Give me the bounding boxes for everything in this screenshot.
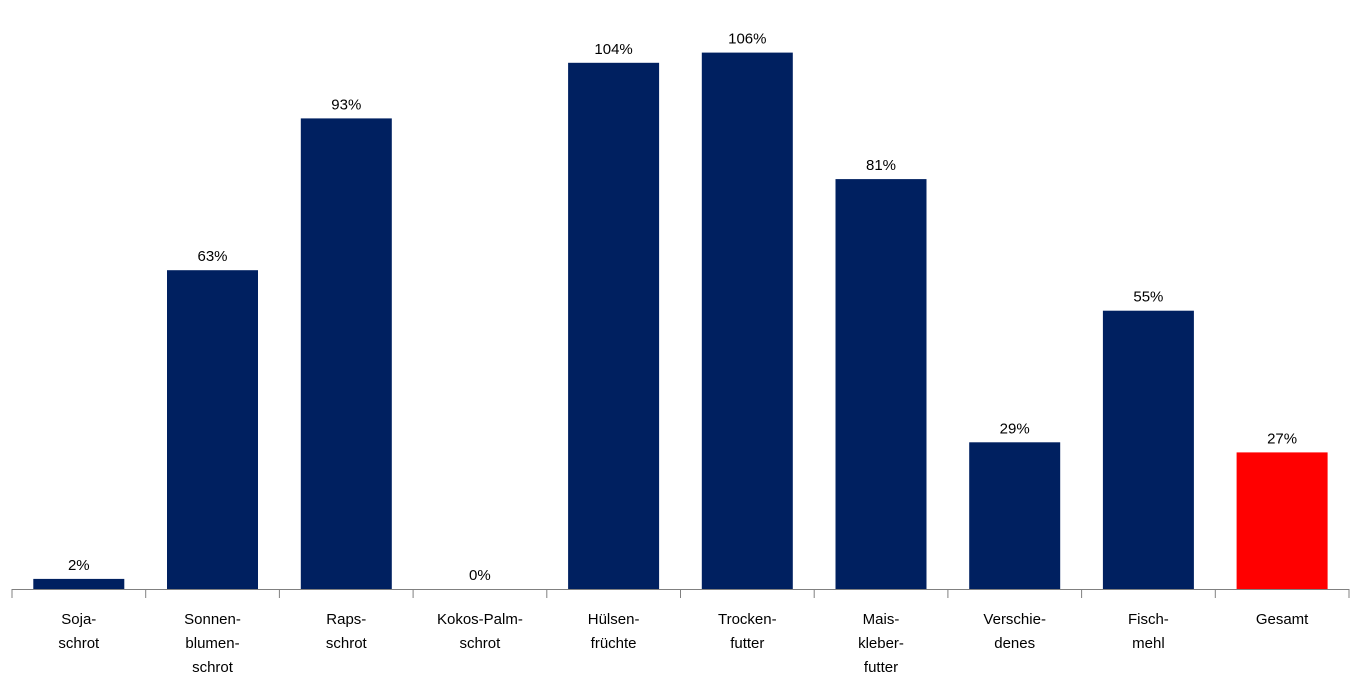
value-label-6: 106% (728, 31, 766, 48)
value-label-3: 93% (331, 96, 361, 113)
bar-3 (300, 118, 392, 590)
bar-10 (1236, 452, 1328, 589)
category-label-line: Sonnen- (184, 611, 241, 628)
bar-1 (33, 578, 125, 589)
bar-6 (701, 52, 793, 590)
x-axis (11, 589, 1350, 598)
category-label-line: schrot (192, 659, 234, 676)
category-label-10: Gesamt (1256, 611, 1309, 628)
value-label-9: 55% (1133, 289, 1163, 306)
category-label-line: Kokos-Palm- (437, 611, 523, 628)
category-label-line: mehl (1132, 635, 1165, 652)
category-label-line: blumen- (185, 635, 239, 652)
value-label-4: 0% (469, 567, 491, 584)
category-label-8: Verschie-denes (983, 611, 1046, 652)
bar-5 (568, 62, 660, 590)
value-labels-group: 2% 63% 93% 0% 104% 106% 81% 29% 55% 27% (68, 31, 1297, 584)
category-label-line: Soja- (61, 611, 96, 628)
category-label-line: Trocken- (718, 611, 777, 628)
category-label-line: kleber- (858, 635, 904, 652)
category-label-line: Mais- (863, 611, 900, 628)
category-label-9: Fisch-mehl (1128, 611, 1169, 652)
value-label-8: 29% (1000, 420, 1030, 437)
category-label-line: Hülsen- (588, 611, 640, 628)
bar-2 (167, 270, 258, 589)
value-label-7: 81% (866, 157, 896, 174)
category-label-line: früchte (591, 635, 637, 652)
category-label-line: Fisch- (1128, 611, 1169, 628)
value-label-1: 2% (68, 557, 90, 574)
category-label-6: Trocken-futter (718, 611, 777, 652)
category-label-line: Gesamt (1256, 611, 1309, 628)
category-label-line: Raps- (326, 611, 366, 628)
bar-7 (835, 179, 927, 589)
category-label-line: futter (730, 635, 764, 652)
bars-group (33, 52, 1328, 590)
category-label-line: schrot (326, 635, 368, 652)
category-label-2: Sonnen-blumen-schrot (184, 611, 241, 676)
category-label-4: Kokos-Palm-schrot (437, 611, 523, 652)
category-label-5: Hülsen-früchte (588, 611, 640, 652)
category-label-line: denes (994, 635, 1035, 652)
bar-8 (969, 442, 1061, 589)
value-label-5: 104% (594, 41, 632, 58)
category-labels-group: Soja-schrotSonnen-blumen-schrotRaps-schr… (58, 611, 1309, 676)
category-label-line: schrot (58, 635, 100, 652)
bar-9 (1102, 310, 1194, 589)
category-label-3: Raps-schrot (326, 611, 368, 652)
value-label-2: 63% (197, 248, 227, 265)
value-label-10: 27% (1267, 430, 1297, 447)
category-label-line: schrot (459, 635, 501, 652)
category-label-line: futter (864, 659, 898, 676)
category-label-1: Soja-schrot (58, 611, 100, 652)
category-label-7: Mais-kleber-futter (858, 611, 904, 676)
category-label-line: Verschie- (983, 611, 1046, 628)
